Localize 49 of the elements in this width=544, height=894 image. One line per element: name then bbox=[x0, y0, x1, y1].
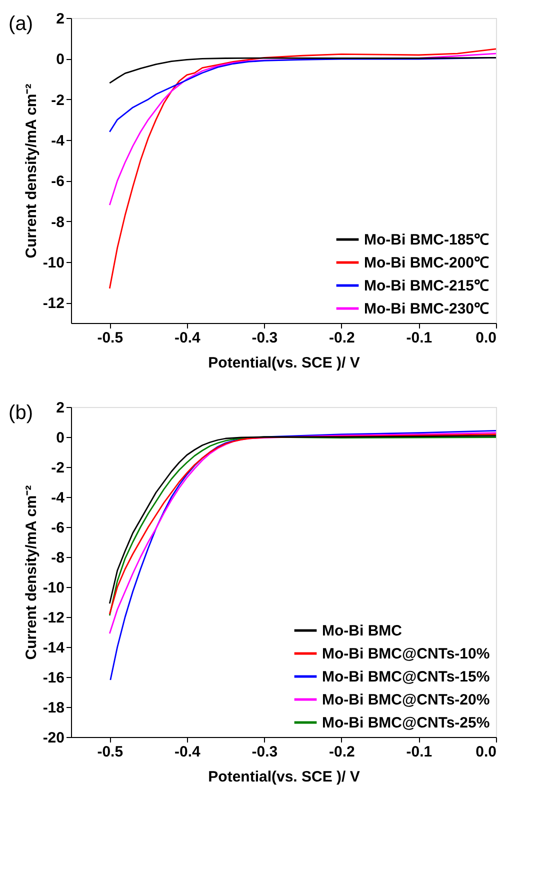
y-axis-title: Current density/mA cm⁻² bbox=[22, 485, 40, 660]
y-tick-label: -12 bbox=[42, 295, 64, 312]
text: (a) bbox=[8, 13, 33, 35]
y-tick-label: -6 bbox=[51, 520, 64, 536]
y-tick-label: -4 bbox=[51, 490, 66, 506]
x-tick-label: -0.5 bbox=[97, 744, 124, 760]
x-tick-label: -0.3 bbox=[252, 330, 278, 346]
text: (b) bbox=[8, 402, 33, 424]
y-tick-label: 0 bbox=[56, 51, 64, 68]
y-tick-label: -20 bbox=[42, 730, 64, 746]
y-tick-label: -6 bbox=[51, 173, 64, 190]
y-tick-label: -2 bbox=[51, 92, 64, 109]
y-tick-label: 2 bbox=[56, 400, 64, 416]
legend-label: Mo-Bi BMC@CNTs-10% bbox=[322, 646, 490, 662]
legend-label: Mo-Bi BMC-200℃ bbox=[364, 254, 490, 272]
x-tick-label: -0.1 bbox=[406, 330, 432, 346]
x-axis-title: Potential(vs. SCE )/ V bbox=[208, 768, 360, 786]
y-tick-label: -14 bbox=[42, 640, 66, 656]
x-tick-label: -0.4 bbox=[174, 744, 201, 760]
legend-label: Mo-Bi BMC@CNTs-25% bbox=[322, 714, 490, 732]
y-tick-label: -12 bbox=[42, 610, 64, 626]
legend-label: Mo-Bi BMC bbox=[322, 622, 402, 640]
x-tick-label: 0.0 bbox=[476, 744, 496, 760]
legend-label: Mo-Bi BMC-215℃ bbox=[364, 278, 490, 294]
x-tick-label: -0.1 bbox=[406, 744, 432, 760]
y-tick-label: -4 bbox=[51, 132, 66, 150]
y-tick-label: -16 bbox=[42, 670, 64, 686]
legend-label: Mo-Bi BMC@CNTs-20% bbox=[322, 692, 490, 708]
line-series bbox=[108, 48, 497, 290]
legend-label: Mo-Bi BMC-185℃ bbox=[364, 232, 490, 248]
y-tick-label: -8 bbox=[51, 550, 64, 566]
y-tick-label: -8 bbox=[51, 214, 64, 231]
x-tick-label: 0.0 bbox=[476, 330, 496, 346]
x-tick-label: -0.2 bbox=[329, 330, 355, 346]
y-tick-label: 0 bbox=[56, 430, 64, 446]
y-tick-label: -18 bbox=[42, 700, 64, 716]
x-tick-label: -0.4 bbox=[174, 330, 201, 346]
legend-label: Mo-Bi BMC-230℃ bbox=[364, 300, 490, 318]
x-tick-label: -0.2 bbox=[329, 744, 355, 760]
x-tick-label: -0.3 bbox=[252, 744, 278, 760]
x-axis-title: Potential(vs. SCE )/ V bbox=[208, 354, 360, 372]
y-tick-label: -2 bbox=[51, 460, 64, 476]
line-series bbox=[108, 56, 497, 84]
y-axis-title: Current density/mA cm⁻² bbox=[22, 84, 40, 258]
y-tick-label: 2 bbox=[56, 10, 64, 28]
y-tick-label: -10 bbox=[42, 254, 64, 272]
legend-label: Mo-Bi BMC@CNTs-15% bbox=[322, 668, 490, 686]
x-tick-label: -0.5 bbox=[97, 330, 124, 346]
y-tick-label: -10 bbox=[42, 580, 64, 596]
